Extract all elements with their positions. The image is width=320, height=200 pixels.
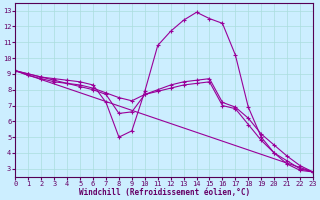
X-axis label: Windchill (Refroidissement éolien,°C): Windchill (Refroidissement éolien,°C) — [79, 188, 250, 197]
